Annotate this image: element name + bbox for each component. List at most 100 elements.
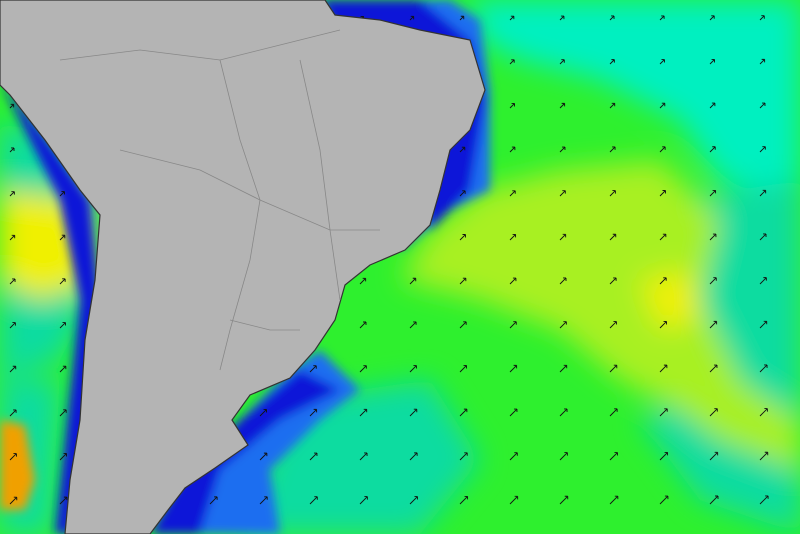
direction-arrow-icon — [609, 408, 618, 417]
direction-arrow-icon — [209, 496, 218, 505]
direction-arrow-icon — [59, 191, 65, 197]
direction-arrow-icon — [359, 365, 367, 373]
direction-arrow-icon — [9, 496, 18, 505]
direction-arrow-icon — [659, 451, 669, 461]
direction-arrow-icon — [409, 408, 418, 417]
direction-arrow-icon — [409, 496, 418, 505]
direction-arrow-icon — [559, 452, 568, 461]
south-america-landmass — [0, 0, 486, 534]
direction-arrow-icon — [9, 453, 17, 461]
direction-arrow-icon — [9, 103, 15, 109]
direction-arrow-icon — [509, 364, 518, 373]
direction-arrow-icon — [509, 190, 516, 197]
direction-arrow-icon — [709, 189, 717, 197]
direction-arrow-icon — [459, 365, 467, 373]
direction-arrow-icon — [509, 233, 517, 241]
direction-arrow-icon — [359, 408, 368, 417]
direction-arrow-icon — [709, 364, 718, 373]
direction-arrow-icon — [359, 277, 367, 285]
rivers-and-borders — [59, 29, 380, 371]
direction-arrow-icon — [459, 321, 467, 329]
direction-arrow-icon — [309, 365, 317, 373]
direction-arrow-icon — [9, 365, 17, 373]
direction-arrow-icon — [659, 59, 665, 65]
direction-arrow-icon — [709, 233, 717, 241]
direction-arrow-icon — [509, 408, 518, 417]
direction-arrow-icon — [659, 190, 666, 197]
direction-arrow-icon — [509, 103, 515, 109]
direction-arrow-icon — [9, 278, 16, 285]
direction-arrow-icon — [359, 321, 367, 329]
direction-arrow-icon — [559, 15, 565, 21]
direction-arrow-icon — [459, 234, 466, 241]
direction-arrow-icon — [659, 495, 669, 505]
direction-arrow-icon — [409, 321, 417, 329]
direction-arrow-icon — [59, 409, 67, 417]
direction-arrow-icon — [709, 277, 717, 285]
direction-arrow-icon — [759, 189, 767, 197]
direction-arrow-icon — [309, 496, 318, 505]
direction-arrow-icon — [459, 495, 469, 505]
direction-arrow-icon — [609, 59, 615, 65]
direction-arrow-icon — [609, 321, 617, 329]
direction-arrow-icon — [59, 234, 66, 241]
direction-arrow-icon — [609, 15, 615, 21]
direction-arrow-icon — [559, 146, 566, 153]
direction-arrow-icon — [559, 59, 565, 65]
direction-arrow-icon — [659, 277, 667, 285]
direction-arrow-icon — [509, 452, 518, 461]
direction-arrow-icon — [459, 190, 466, 197]
direction-arrow-icon — [609, 233, 617, 241]
direction-arrow-icon — [409, 277, 417, 285]
direction-arrow-icon — [409, 365, 417, 373]
direction-arrow-icon — [609, 452, 618, 461]
direction-arrow-icon — [759, 146, 766, 153]
direction-arrow-icon — [9, 409, 17, 417]
direction-arrow-icon — [559, 495, 569, 505]
direction-arrow-icon — [559, 277, 567, 285]
direction-arrow-icon — [759, 495, 769, 505]
direction-arrow-icon — [709, 59, 715, 65]
direction-arrow-icon — [359, 452, 368, 461]
direction-arrow-icon — [709, 15, 715, 21]
direction-arrow-icon — [59, 365, 67, 373]
direction-arrow-icon — [509, 59, 515, 65]
direction-arrow-icon — [659, 321, 667, 329]
direction-arrow-icon — [559, 321, 567, 329]
direction-arrow-icon — [509, 146, 516, 153]
direction-arrow-icon — [309, 408, 318, 417]
direction-arrow-icon — [759, 364, 768, 373]
direction-arrow-icon — [309, 452, 318, 461]
direction-arrow-icon — [9, 234, 16, 241]
direction-arrow-icon — [759, 58, 766, 65]
direction-arrow-icon — [759, 277, 767, 285]
direction-arrow-icon — [709, 102, 716, 109]
direction-arrow-icon — [9, 191, 15, 197]
direction-arrow-icon — [559, 102, 566, 109]
direction-arrow-icon — [609, 364, 618, 373]
direction-arrow-icon — [659, 102, 666, 109]
direction-arrow-icon — [259, 409, 267, 417]
direction-arrow-icon — [759, 102, 766, 109]
direction-arrow-icon — [709, 320, 718, 329]
direction-arrow-icon — [609, 190, 616, 197]
direction-arrow-icon — [509, 321, 517, 329]
direction-arrow-icon — [709, 451, 719, 461]
direction-arrow-icon — [459, 277, 467, 285]
direction-arrow-icon — [559, 408, 568, 417]
direction-arrow-icon — [359, 496, 368, 505]
direction-arrow-icon — [759, 15, 765, 21]
direction-arrow-icon — [559, 364, 568, 373]
direction-arrow-icon — [9, 322, 16, 329]
direction-arrow-icon — [759, 451, 769, 461]
direction-arrow-icon — [709, 408, 718, 417]
direction-arrow-icon — [509, 495, 519, 505]
direction-arrow-icon — [259, 452, 268, 461]
direction-arrow-icon — [9, 147, 15, 153]
direction-arrow-icon — [659, 364, 668, 373]
direction-arrow-icon — [459, 452, 468, 461]
direction-arrow-icon — [609, 277, 617, 285]
direction-arrow-icon — [409, 15, 415, 21]
direction-arrow-icon — [509, 277, 517, 285]
